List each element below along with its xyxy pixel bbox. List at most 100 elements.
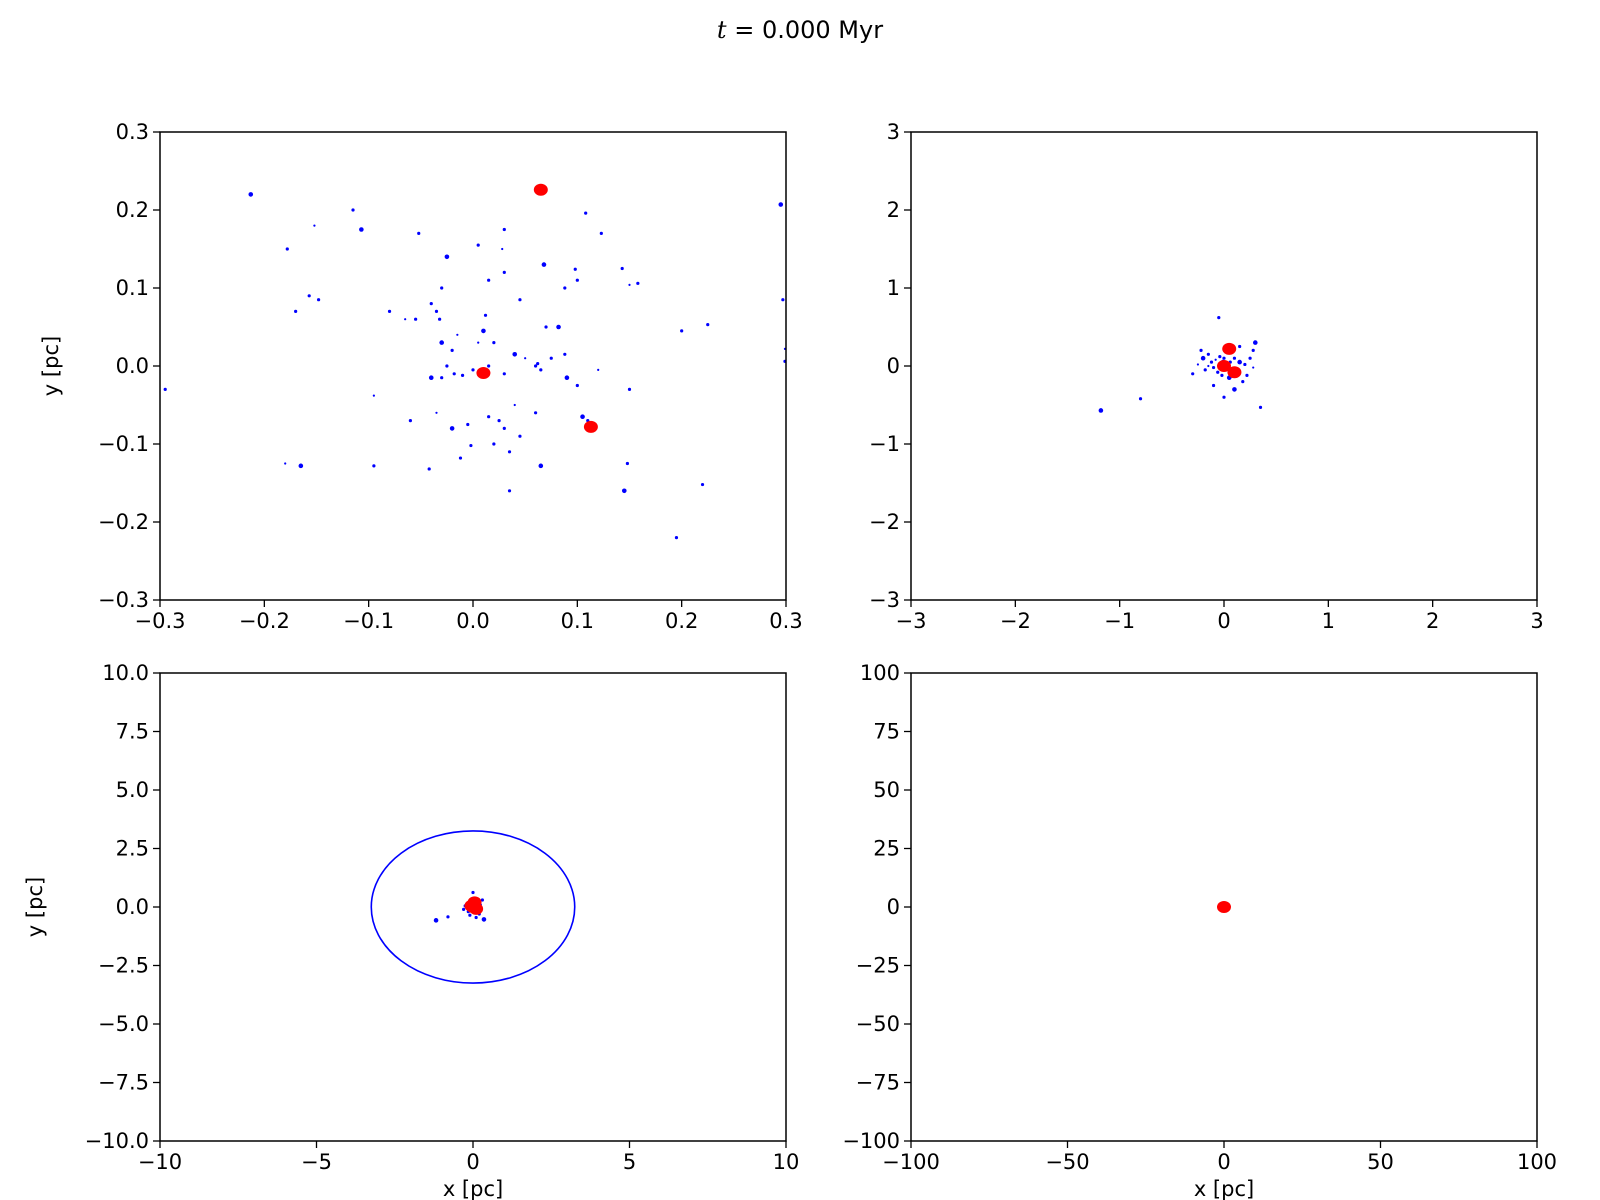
star-point [1232,356,1237,360]
panel-top-left: −0.3 −0.2 −0.1 0.0 0.1 0.2 0.3 −0.3 −0.2 −0.1 0.0 0… [39,120,803,633]
star-point [549,356,553,360]
star-point [778,202,784,207]
star-point [563,352,567,356]
star-point [372,464,376,468]
star-point [539,368,543,372]
x-tick-label: 2 [1426,609,1439,633]
star-point [1211,383,1216,388]
star-point [1217,316,1221,320]
star-point [513,403,516,407]
figure-title: t = 0.000 Myr [0,16,1600,44]
star-point [706,323,710,327]
star-point [575,383,579,388]
figure-title-variable: t [716,16,727,44]
star-point [1222,356,1226,360]
star-point [534,364,538,368]
star-point [483,313,488,317]
x-tick-label: 50 [1367,1150,1394,1174]
star-point [458,456,463,460]
star-point [468,913,472,917]
x-tick-label: −2 [1000,609,1031,633]
massive-particle-point [476,367,491,380]
x-tick-label: 5 [623,1150,636,1174]
x-tick-label: −0.2 [239,609,290,633]
star-point [674,536,679,540]
y-tick-label: 0 [887,354,900,378]
star-point [433,918,439,923]
massive-particle-point [533,183,548,196]
panel-top-right: −3 −2 −1 0 1 2 3 −3 −2 −1 0 1 2 3 [869,120,1544,633]
star-point [1238,344,1242,349]
x-tick-label: −1 [1104,609,1135,633]
star-point [575,278,579,282]
star-point [541,262,547,267]
y-tick-label: −2 [869,510,900,534]
y-tick-label: −1 [869,432,900,456]
y-tick-label: 3 [887,120,900,144]
x-tick-label: 0 [1217,1150,1230,1174]
y-tick-label: −0.2 [98,510,149,534]
x-axis-label: x [pc] [443,1177,503,1200]
star-point [497,419,501,423]
star-point [434,309,439,313]
star-point [456,333,459,336]
star-point [1098,408,1104,413]
star-point [584,211,588,215]
x-tick-label: 0.3 [769,609,802,633]
star-point [440,286,444,290]
star-point [163,387,167,391]
massive-particle-point [1222,342,1237,355]
star-point [502,426,506,430]
star-point [1251,348,1255,352]
massive-particle-point [464,899,479,912]
y-tick-label: −3 [869,588,900,612]
star-point [1245,373,1249,377]
x-tick-label: −0.1 [343,609,394,633]
star-point [556,324,561,330]
y-tick-label: 50 [873,778,900,802]
x-tick-label: 0.0 [456,609,489,633]
star-point [1222,395,1226,399]
star-point [502,270,506,274]
star-point [466,422,470,427]
star-point [1203,368,1207,372]
x-tick-label: 3 [1530,609,1543,633]
star-point [404,318,407,321]
star-point [524,357,527,360]
star-point [428,375,434,381]
star-point [636,281,640,285]
star-point [452,372,456,376]
y-tick-label: 25 [873,837,900,861]
star-point [298,463,304,469]
star-point [544,325,548,329]
star-point [1209,360,1214,364]
plot-area [1098,316,1263,413]
x-tick-label: −100 [882,1150,940,1174]
y-tick-label: −5.0 [98,1012,149,1036]
star-point [625,461,630,466]
star-point [1191,372,1195,376]
star-point [1216,370,1220,374]
x-tick-label: 0.2 [665,609,698,633]
star-point [501,247,504,251]
x-tick-label: −5 [301,1150,332,1174]
star-point [372,394,375,397]
y-tick-label: 5.0 [116,778,149,802]
star-point [536,362,540,366]
star-point [474,915,478,920]
star-point [359,227,364,232]
x-tick-label: −0.3 [135,609,186,633]
star-point [507,450,512,454]
star-point [462,907,466,911]
y-tick-label: −100 [842,1129,900,1153]
star-point [446,915,450,919]
x-tick-label: −10 [138,1150,182,1174]
star-point [1243,362,1247,367]
star-point [480,898,484,902]
star-point [512,352,518,357]
y-tick-label: 0.0 [116,354,149,378]
x-tick-label: 1 [1322,609,1335,633]
massive-particle-point [1217,901,1231,913]
star-point [248,192,254,197]
